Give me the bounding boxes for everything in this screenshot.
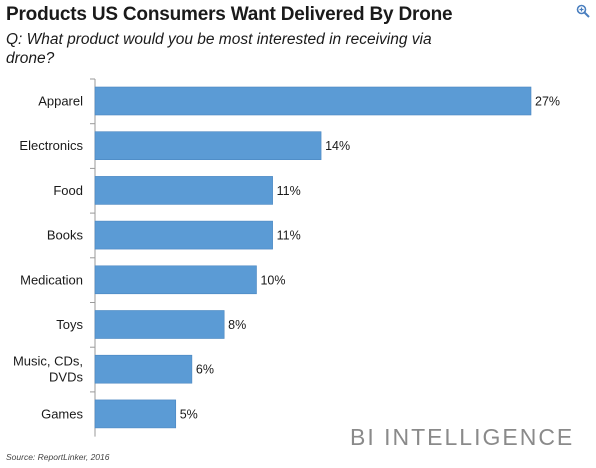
bar-music-cds-dvds <box>94 354 193 384</box>
bar-medication <box>94 265 257 295</box>
source-note: Source: ReportLinker, 2016 <box>6 452 110 462</box>
value-label: 8% <box>228 318 246 332</box>
category-label: Music, CDs, DVDs <box>13 354 84 385</box>
category-label: Medication <box>20 272 83 287</box>
value-label: 14% <box>325 139 350 153</box>
category-label: Games <box>41 406 83 421</box>
bar-apparel <box>94 86 532 116</box>
bars-group <box>94 86 532 429</box>
category-label: Food <box>53 183 83 198</box>
category-label: Toys <box>56 317 83 332</box>
bar-books <box>94 220 273 250</box>
category-label: Books <box>47 228 84 243</box>
value-label: 10% <box>260 273 285 287</box>
category-label: Apparel <box>38 94 83 109</box>
bar-toys <box>94 310 225 339</box>
brand-logo-text: BI INTELLIGENCE <box>350 424 575 450</box>
category-axis <box>90 78 96 437</box>
bar-games <box>94 399 177 429</box>
value-label: 11% <box>277 184 301 198</box>
bar-electronics <box>94 131 322 160</box>
bar-food <box>94 176 273 205</box>
value-label: 27% <box>535 95 560 109</box>
zoom-in-icon[interactable] <box>576 4 590 18</box>
category-label: Electronics <box>19 138 83 153</box>
chart-subtitle: Q: What product would you be most intere… <box>6 31 432 67</box>
chart-title: Products US Consumers Want Delivered By … <box>6 4 453 25</box>
value-labels: 27% 14% 11% 11% 10% 8% 6% 5% <box>180 95 560 422</box>
category-labels: Apparel Electronics Food Books Medication Toy… <box>13 94 84 422</box>
value-label: 6% <box>196 363 214 377</box>
value-label: 11% <box>277 229 301 243</box>
value-label: 5% <box>180 407 198 421</box>
